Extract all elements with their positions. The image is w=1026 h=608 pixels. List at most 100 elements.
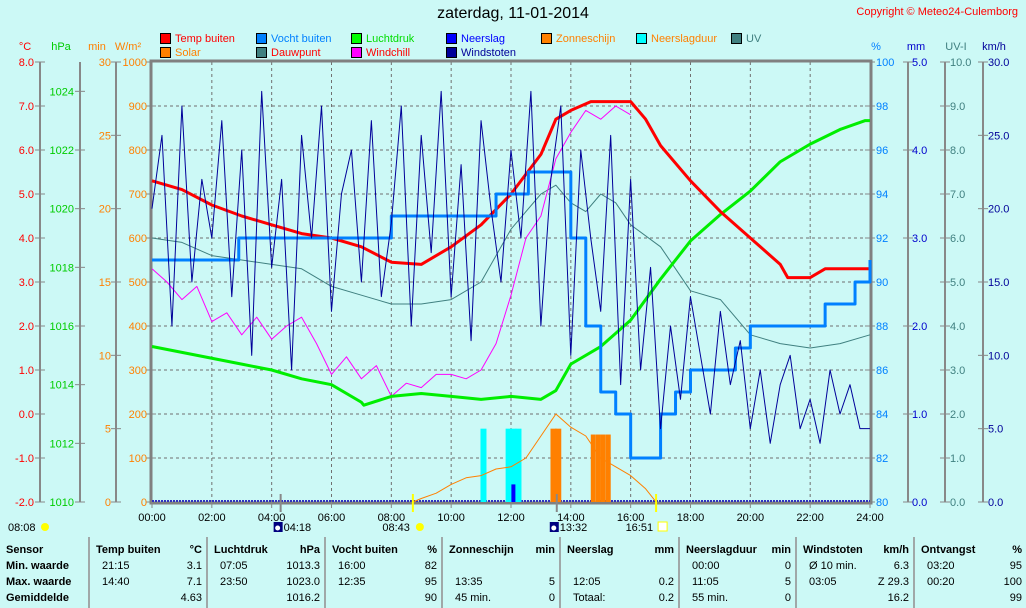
- legend-swatch: [256, 33, 267, 44]
- stat-value: 5: [548, 576, 555, 588]
- axis-tick-label: -2.0: [15, 497, 34, 509]
- stat-time: [567, 558, 573, 574]
- legend-label: Dauwpunt: [271, 46, 321, 59]
- legend-swatch: [256, 47, 267, 58]
- stat-value: 1023.0: [286, 576, 320, 588]
- axis-tick-label: 8.0: [19, 57, 34, 69]
- column-title: Neerslagduur: [686, 544, 757, 556]
- legend-item: Windchill: [351, 46, 410, 59]
- axis-tick-label: 5.0: [988, 424, 1003, 436]
- stat-time: 12:05: [573, 576, 601, 588]
- axis-tick-label: 1016: [50, 321, 74, 333]
- axis-tick-label: 400: [129, 321, 147, 333]
- axis-tick-label: 2.0: [950, 409, 965, 421]
- axis-tick-label: 20: [99, 204, 111, 216]
- legend-item: UV: [731, 32, 761, 45]
- axis-tick-label: 1022: [50, 145, 74, 157]
- bar-neerslagduur: [505, 428, 512, 502]
- x-tick-label: 08:00: [378, 512, 406, 524]
- stats-table: Sensor Min. waarde Max. waarde Gemiddeld…: [0, 537, 1026, 608]
- axis-tick-label: 8.0: [950, 145, 965, 157]
- bar-zonneschijn: [595, 434, 601, 502]
- axis-tick-label: 3.0: [19, 277, 34, 289]
- stats-column: Zonneschijn min 13:35 5 45 min. 0: [441, 537, 559, 608]
- axis-tick-label: 700: [129, 189, 147, 201]
- axis-tick-label: 10.0: [950, 57, 971, 69]
- axis-tick-label: 2.0: [912, 321, 927, 333]
- moon-icon: [275, 525, 281, 531]
- stats-column: Neerslagduur min 00:00 0 11:05 5 55 min. 0: [678, 537, 795, 608]
- axis-tick-label: 5.0: [950, 277, 965, 289]
- stat-value: 0: [784, 560, 791, 572]
- stat-time: 03:05: [809, 576, 837, 588]
- stat-value: 6.3: [893, 560, 909, 572]
- axis-tick-label: 0.0: [19, 409, 34, 421]
- bar-neerslag: [511, 484, 516, 502]
- axis-tick-label: 1024: [50, 86, 74, 98]
- column-unit: min: [771, 544, 791, 556]
- axis-tick-label: 0: [105, 497, 111, 509]
- row-label: Min. waarde: [6, 560, 69, 572]
- stat-time: [449, 558, 455, 574]
- stat-value: 95: [1009, 560, 1022, 572]
- axis-tick-label: 25: [99, 130, 111, 142]
- stat-value: 7.1: [186, 576, 202, 588]
- stat-time: Ø 10 min.: [809, 560, 857, 572]
- legend-label: Luchtdruk: [366, 32, 415, 45]
- x-tick-label: 06:00: [318, 512, 346, 524]
- legend-label: Solar: [175, 46, 201, 59]
- legend-label: Zonneschijn: [556, 32, 616, 45]
- axis-tick-label: 90: [876, 277, 888, 289]
- event-time: 04:18: [284, 522, 312, 534]
- series-windstoten: [151, 90, 870, 444]
- stat-time: 12:35: [338, 576, 366, 588]
- sunset-icon: [657, 521, 668, 532]
- legend-item: Luchtdruk: [351, 32, 414, 45]
- stat-time: 21:15: [102, 560, 130, 572]
- axis-tick-label: 500: [129, 277, 147, 289]
- stat-value: 82: [424, 560, 437, 572]
- sun-icon: [415, 523, 424, 531]
- axis-tick-label: 5.0: [912, 57, 927, 69]
- stat-value: 100: [1003, 576, 1022, 588]
- axis-tick-label: 30.0: [988, 57, 1009, 69]
- stat-value: 0: [784, 592, 791, 604]
- axis-tick-label: 10: [99, 350, 111, 362]
- axis-tick-label: 1000: [123, 57, 147, 69]
- legend-item: Temp buiten: [160, 32, 235, 45]
- axis-tick-label: 7.0: [950, 189, 965, 201]
- stat-time: [214, 590, 220, 606]
- axis-tick-label: 94: [876, 189, 888, 201]
- x-tick-label: 18:00: [677, 512, 705, 524]
- bar-zonneschijn: [550, 428, 557, 502]
- axis-title-humidity: %: [871, 41, 881, 53]
- column-unit: km/h: [883, 544, 909, 556]
- legend-label: Neerslagduur: [651, 32, 718, 45]
- axis-tick-label: 800: [129, 145, 147, 157]
- x-tick-label: 14:00: [557, 512, 585, 524]
- stat-time: 23:50: [220, 576, 248, 588]
- axis-tick-label: 5: [105, 424, 111, 436]
- bar-zonneschijn: [605, 434, 611, 502]
- stat-value: 1013.3: [286, 560, 320, 572]
- axis-tick-label: 96: [876, 145, 888, 157]
- series-vocht-buiten: [152, 170, 872, 460]
- column-title: Vocht buiten: [332, 544, 398, 556]
- legend-item: Neerslag: [446, 32, 505, 45]
- series-temp-buiten: [151, 100, 870, 280]
- moon-icon: [551, 525, 557, 531]
- copyright-notice: Copyright © Meteo24-Culemborg: [856, 6, 1018, 18]
- x-tick-label: 20:00: [737, 512, 765, 524]
- axis-tick-label: 84: [876, 409, 888, 421]
- stat-value: 99: [1009, 592, 1022, 604]
- axis-tick-label: 4.0: [19, 233, 34, 245]
- chart-title: zaterdag, 11-01-2014: [437, 5, 589, 22]
- legend-swatch: [160, 47, 171, 58]
- stat-time: 14:40: [102, 576, 130, 588]
- stat-value: 0: [548, 592, 555, 604]
- axis-tick-label: 1.0: [950, 453, 965, 465]
- legend-label: UV: [746, 32, 762, 45]
- legend-item: Vocht buiten: [256, 32, 332, 45]
- stat-value: 1016.2: [286, 592, 320, 604]
- legend-item: Solar: [160, 46, 201, 59]
